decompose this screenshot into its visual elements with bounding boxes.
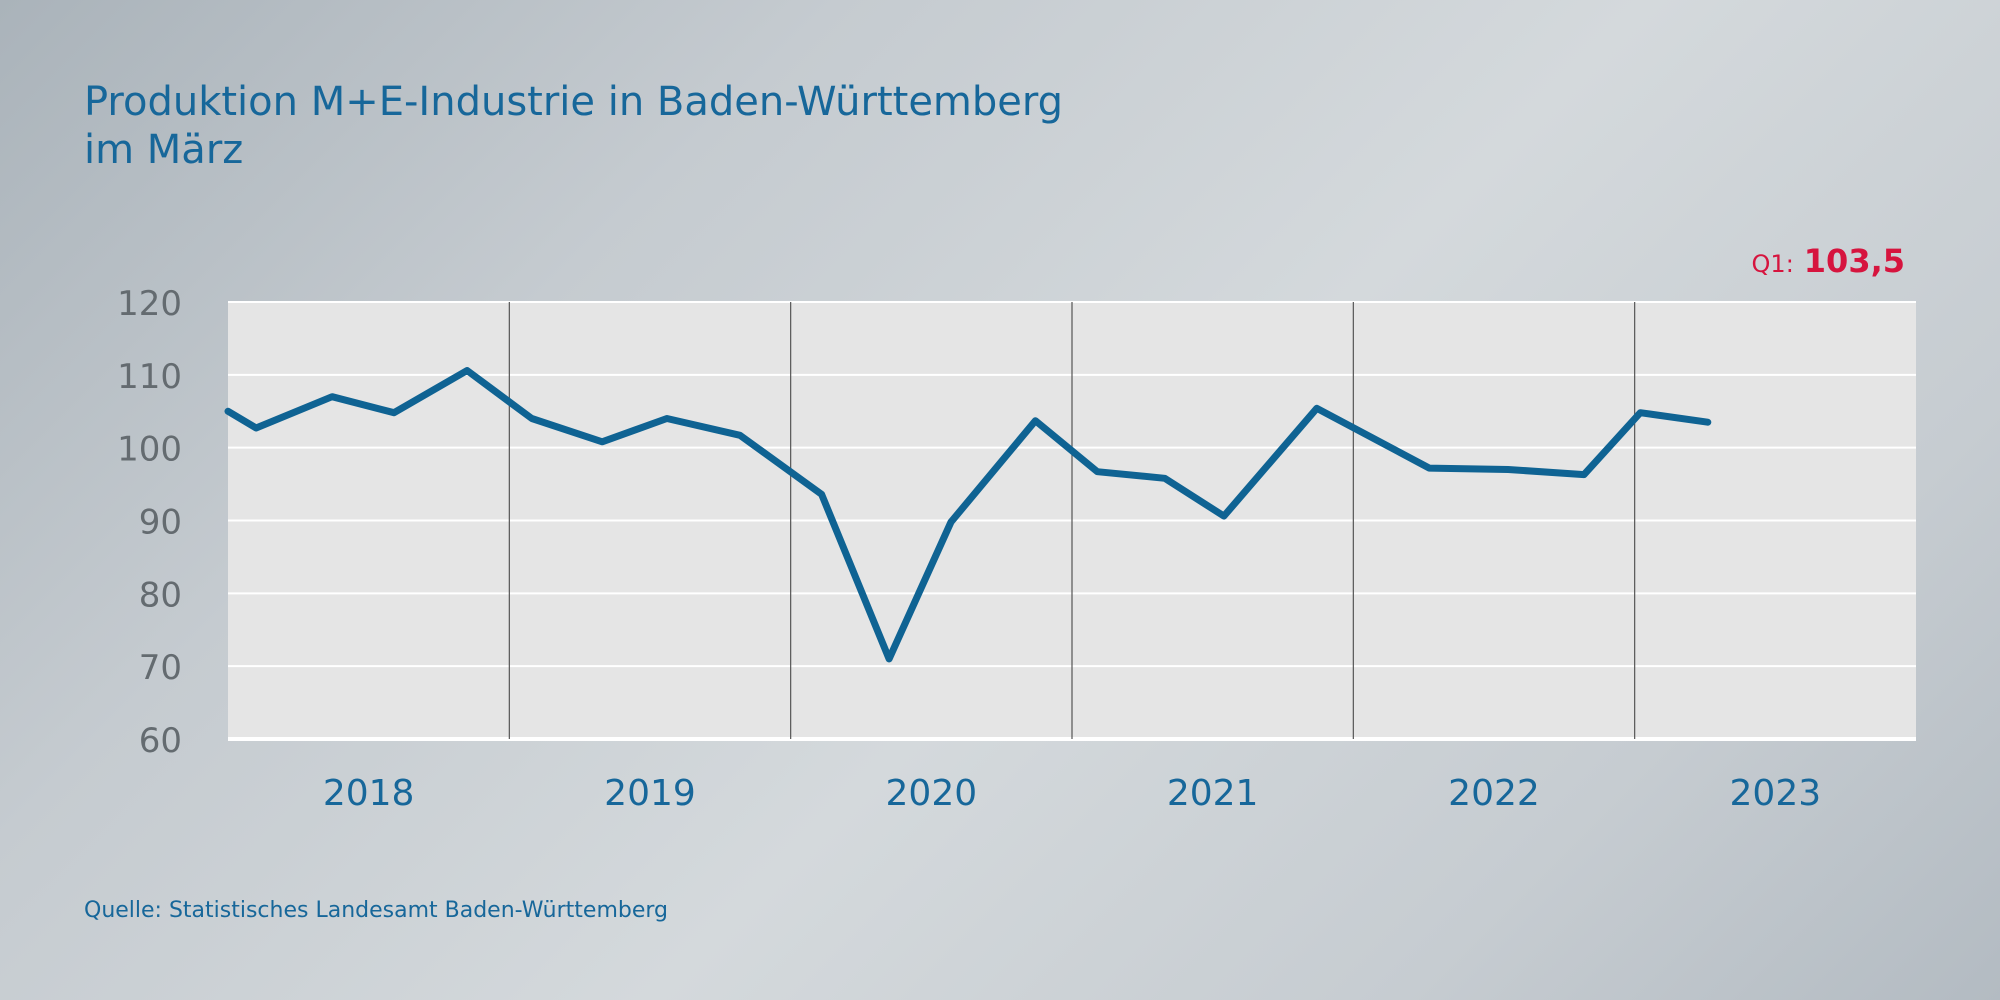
chart-title-line-1: Produktion M+E-Industrie in Baden-Württe… [84,79,1063,125]
y-tick-label-90: 90 [139,503,182,543]
q1-callout-value: 103,5 [1804,242,1905,280]
x-tick-label-2021: 2021 [1167,773,1259,814]
x-tick-label-2019: 2019 [604,773,696,814]
x-axis-tick-labels: 2018 2019 2020 2021 2022 2023 [323,773,1821,814]
x-tick-label-2018: 2018 [323,773,415,814]
y-tick-label-60: 60 [139,721,182,761]
x-tick-label-2020: 2020 [886,773,978,814]
series-line-0 [224,367,1712,663]
x-tick-label-2022: 2022 [1448,773,1540,814]
q1-callout-text: Q1: 103,5 [1752,242,1905,280]
year-separators [508,302,1636,739]
y-tick-label-70: 70 [139,648,182,688]
y-axis-tick-labels: 120 110 100 90 80 70 60 [117,284,182,761]
y-tick-label-110: 110 [117,357,182,397]
chart-title-line-2: im März [84,127,243,173]
q1-callout: Q1: 103,5 [1752,242,1905,280]
series-group [224,367,1712,663]
y-tick-label-80: 80 [139,575,182,615]
q1-callout-label: Q1: [1752,250,1794,278]
x-tick-label-2023: 2023 [1730,773,1822,814]
y-tick-label-120: 120 [117,284,182,324]
y-tick-label-100: 100 [117,430,182,470]
source-note: Quelle: Statistisches Landesamt Baden-Wü… [84,898,668,923]
chart-title: Produktion M+E-Industrie in Baden-Württe… [84,79,1063,173]
